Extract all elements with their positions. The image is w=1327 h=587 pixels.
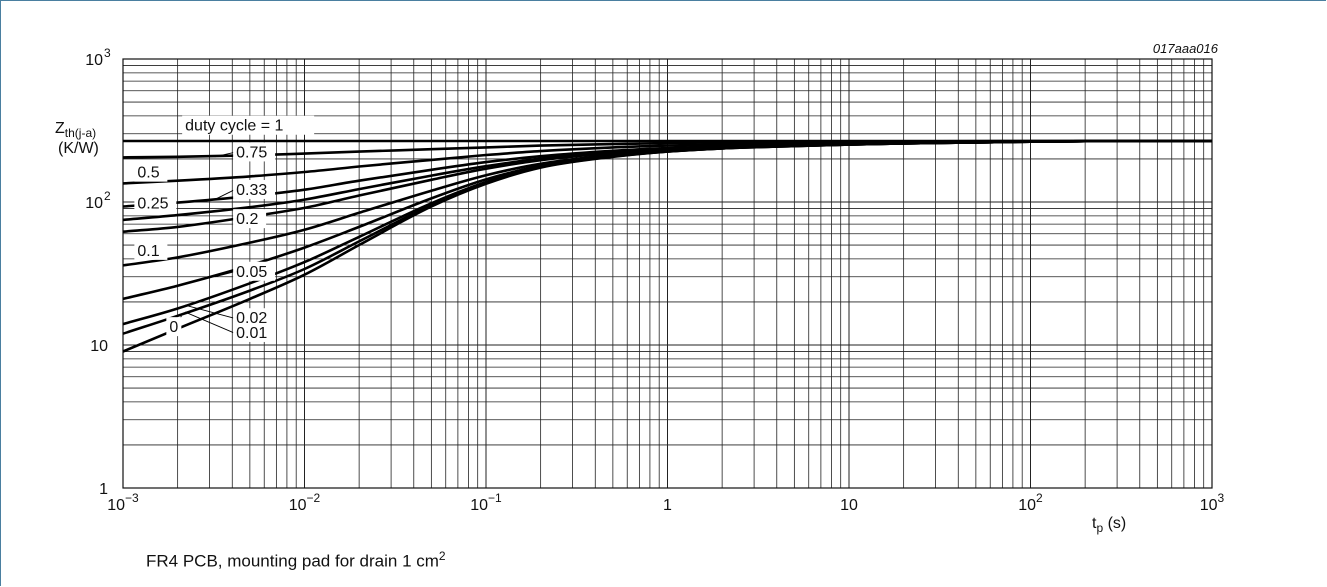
- x-tick-label-2: 10−1: [470, 491, 502, 514]
- label-background-7: [233, 261, 276, 281]
- label-background-9: [233, 322, 276, 342]
- y-axis-label-sub: th(j-a): [65, 126, 96, 140]
- label-background-5: [233, 209, 267, 229]
- caption-superscript: 2: [438, 549, 446, 563]
- label-leader-3: [214, 189, 235, 200]
- y-axis-unit: (K/W): [58, 140, 99, 157]
- series-label-9: 0.01: [236, 325, 267, 342]
- label-background-10: [166, 317, 182, 337]
- series-label-6: 0.1: [137, 243, 159, 260]
- plot-area-border: [122, 58, 1213, 489]
- y-axis-label-main: Z: [55, 120, 65, 137]
- x-tick-label-1: 10−2: [289, 491, 321, 514]
- series-label-2: 0.5: [137, 165, 159, 182]
- x-tick-label-5: 102: [1018, 491, 1043, 514]
- x-axis-label-main: t: [1092, 515, 1097, 532]
- series-label-0: duty cycle = 1: [185, 118, 283, 135]
- label-background-6: [134, 240, 168, 260]
- series-label-5: 0.2: [236, 211, 258, 228]
- y-tick-exponent-2: 2: [104, 189, 111, 203]
- x-tick-label-3: 1: [663, 497, 672, 514]
- label-leader-9: [184, 311, 235, 334]
- y-tick-label-3: 10: [85, 52, 103, 69]
- y-tick-label-1: 10: [90, 338, 108, 355]
- label-leader-8: [185, 304, 235, 319]
- label-background-3: [233, 179, 276, 199]
- label-background-1: [233, 142, 276, 162]
- x-axis-label-unit: (s): [1103, 515, 1126, 532]
- series-line-10: [122, 139, 1212, 353]
- label-leader-1: [214, 151, 235, 158]
- chart-code: 017aaa016: [1153, 41, 1219, 56]
- label-leader-7: [214, 271, 235, 278]
- x-tick-label-4: 10: [840, 497, 858, 514]
- series-label-10: 0: [169, 319, 178, 336]
- series-label-1: 0.75: [236, 144, 267, 161]
- x-axis-label-sub: p: [1096, 521, 1103, 535]
- y-axis-label: Zth(j-a): [55, 120, 96, 140]
- figure-caption: FR4 PCB, mounting pad for drain 1 cm2: [146, 549, 446, 572]
- x-tick-label-0: 10−3: [107, 491, 139, 514]
- series-label-7: 0.05: [236, 264, 267, 281]
- series-label-4: 0.25: [137, 196, 168, 213]
- label-background-0: [182, 115, 315, 135]
- label-background-2: [134, 162, 168, 182]
- series-labels: duty cycle = 1 0.75 0.5 0.33 0.25 0.2 0.1 0.05 0…: [134, 115, 315, 342]
- caption-text: FR4 PCB, mounting pad for drain 1 cm: [146, 551, 439, 571]
- label-background-8: [233, 308, 276, 328]
- series-label-3: 0.33: [236, 182, 267, 199]
- y-tick-label-2: 10: [85, 195, 103, 212]
- label-background-4: [134, 193, 177, 213]
- x-axis-label: tp (s): [1092, 515, 1126, 535]
- label-leader-5: [214, 218, 235, 222]
- x-tick-label-6: 103: [1200, 491, 1225, 514]
- y-tick-exponent-3: 3: [104, 46, 111, 60]
- y-tick-label-0: 1: [99, 481, 108, 498]
- series-layer: [122, 139, 1212, 353]
